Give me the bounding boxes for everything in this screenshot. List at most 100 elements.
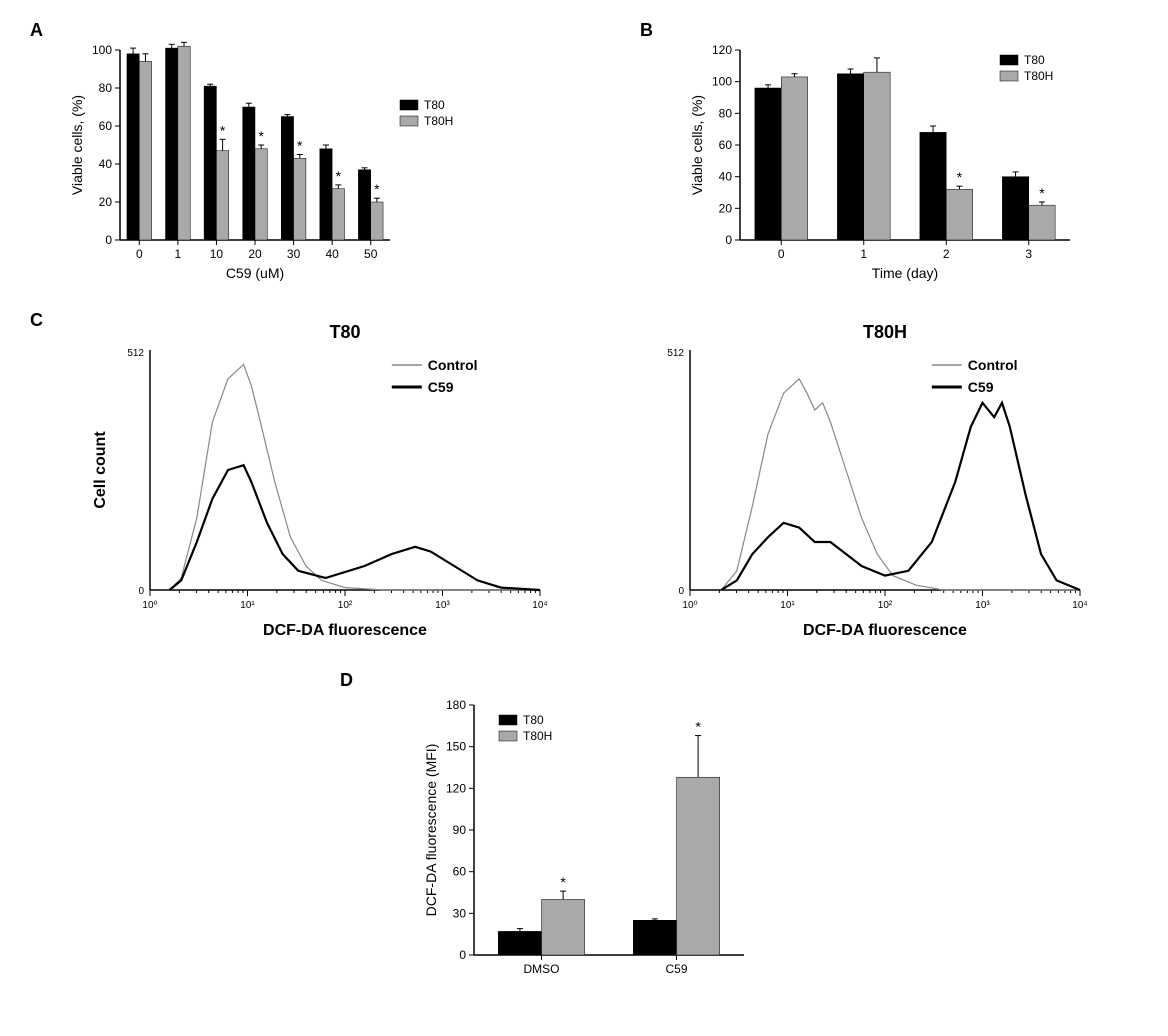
bar <box>332 189 344 240</box>
panel-c-left: T80 512 0 10⁰ 10¹ 10² 10³ 10⁴ DCF-DA fluorescenc… <box>80 320 560 655</box>
svg-text:512: 512 <box>127 348 144 359</box>
svg-text:512: 512 <box>667 348 684 359</box>
svg-text:0: 0 <box>778 247 785 261</box>
svg-text:0: 0 <box>725 233 732 247</box>
svg-text:10³: 10³ <box>435 600 450 611</box>
svg-text:DMSO: DMSO <box>524 962 560 976</box>
c59-curve <box>721 403 1080 590</box>
bar <box>281 117 293 241</box>
row-3: D 0306090120150180DCF-DA fluorescence (M… <box>20 670 1148 1010</box>
bar <box>255 149 267 240</box>
svg-text:150: 150 <box>446 740 466 754</box>
svg-text:T80H: T80H <box>523 729 552 743</box>
svg-text:Control: Control <box>968 357 1018 373</box>
panel-d-chart: 0306090120150180DCF-DA fluorescence (MFI… <box>404 685 764 1010</box>
svg-text:80: 80 <box>719 106 733 120</box>
bar <box>677 777 720 955</box>
bar <box>294 158 306 240</box>
svg-text:120: 120 <box>712 43 732 57</box>
bar <box>1002 177 1028 240</box>
bar <box>243 107 255 240</box>
bar <box>178 46 190 240</box>
panel-a-chart: 020406080100Viable cells, (%)0110*20*30*… <box>60 40 480 295</box>
svg-text:60: 60 <box>453 865 467 879</box>
svg-text:0: 0 <box>105 233 112 247</box>
svg-text:60: 60 <box>719 138 733 152</box>
svg-text:3: 3 <box>1025 247 1032 261</box>
svg-text:120: 120 <box>446 781 466 795</box>
svg-text:40: 40 <box>719 170 733 184</box>
svg-text:T80H: T80H <box>424 114 453 128</box>
svg-text:T80H: T80H <box>863 322 907 342</box>
row-1: A 020406080100Viable cells, (%)0110*20*3… <box>20 20 1148 300</box>
svg-text:C59 (uM): C59 (uM) <box>226 265 284 281</box>
svg-text:10²: 10² <box>338 600 353 611</box>
panel-c-right: T80H512010⁰10¹10²10³10⁴DCF-DA fluorescen… <box>620 320 1100 655</box>
figure-root: A 020406080100Viable cells, (%)0110*20*3… <box>20 20 1148 1010</box>
svg-text:C59: C59 <box>665 962 687 976</box>
svg-text:40: 40 <box>325 247 339 261</box>
svg-text:180: 180 <box>446 698 466 712</box>
svg-text:10⁴: 10⁴ <box>1072 600 1087 611</box>
panel-d-label: D <box>340 670 353 691</box>
svg-text:*: * <box>258 128 264 144</box>
svg-text:100: 100 <box>712 75 732 89</box>
svg-text:0: 0 <box>138 586 144 597</box>
svg-text:T80: T80 <box>1024 53 1045 67</box>
svg-text:10³: 10³ <box>975 600 990 611</box>
svg-text:10⁰: 10⁰ <box>142 600 157 611</box>
bar <box>864 72 890 240</box>
svg-text:C59: C59 <box>968 379 994 395</box>
svg-text:*: * <box>336 168 342 184</box>
svg-text:10¹: 10¹ <box>240 600 255 611</box>
svg-text:T80: T80 <box>329 322 360 342</box>
svg-text:Time (day): Time (day) <box>872 265 938 281</box>
svg-text:10¹: 10¹ <box>780 600 795 611</box>
svg-text:Cell count: Cell count <box>92 431 109 509</box>
svg-text:Viable cells, (%): Viable cells, (%) <box>689 95 705 195</box>
svg-text:T80: T80 <box>424 98 445 112</box>
bar <box>358 170 370 240</box>
svg-text:50: 50 <box>364 247 378 261</box>
bar <box>127 54 139 240</box>
svg-text:DCF-DA fluorescence: DCF-DA fluorescence <box>263 622 427 639</box>
svg-text:10²: 10² <box>878 600 893 611</box>
svg-text:Control: Control <box>428 357 478 373</box>
svg-text:0: 0 <box>136 247 143 261</box>
svg-text:T80H: T80H <box>1024 69 1053 83</box>
bar <box>946 189 972 240</box>
svg-text:DCF-DA fluorescence: DCF-DA fluorescence <box>803 622 967 639</box>
svg-text:10⁰: 10⁰ <box>682 600 697 611</box>
svg-text:100: 100 <box>92 43 112 57</box>
svg-text:20: 20 <box>99 195 113 209</box>
c59-curve <box>170 465 541 590</box>
panel-b-label: B <box>640 20 653 41</box>
svg-text:T80: T80 <box>523 713 544 727</box>
svg-text:*: * <box>220 122 226 138</box>
bar <box>920 132 946 240</box>
panel-a-label: A <box>30 20 43 41</box>
panel-b-chart: 020406080100120Viable cells, (%)012*3*Ti… <box>680 40 1100 295</box>
bar <box>633 920 676 955</box>
svg-text:30: 30 <box>453 906 467 920</box>
svg-text:DCF-DA fluorescence (MFI): DCF-DA fluorescence (MFI) <box>423 744 439 917</box>
svg-text:20: 20 <box>719 201 733 215</box>
svg-text:20: 20 <box>248 247 262 261</box>
svg-text:*: * <box>374 181 380 197</box>
svg-text:*: * <box>560 874 566 890</box>
bar <box>781 77 807 240</box>
svg-text:*: * <box>957 169 963 185</box>
row-2: C T80 512 0 10⁰ 10¹ 10² 10³ 10⁴ DCF-DA fluoresce… <box>20 310 1148 670</box>
bar <box>166 48 178 240</box>
svg-text:40: 40 <box>99 157 113 171</box>
svg-text:60: 60 <box>99 119 113 133</box>
bar <box>837 74 863 240</box>
panel-c-label: C <box>30 310 43 331</box>
svg-text:0: 0 <box>459 948 466 962</box>
bar <box>320 149 332 240</box>
bar <box>755 88 781 240</box>
svg-text:1: 1 <box>175 247 182 261</box>
bar <box>1029 205 1055 240</box>
svg-text:10⁴: 10⁴ <box>532 600 547 611</box>
bar <box>139 61 151 240</box>
